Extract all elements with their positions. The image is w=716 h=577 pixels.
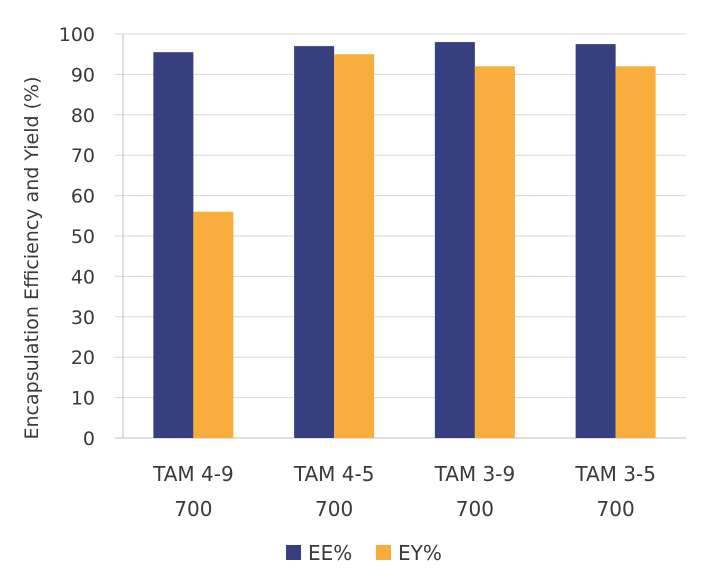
bar-ee-4	[575, 44, 616, 438]
x-tick-label: 700	[174, 497, 212, 521]
y-tick-label: 90	[71, 64, 95, 86]
x-tick-label: 700	[315, 497, 353, 521]
legend-swatch	[286, 545, 301, 560]
x-tick-label: TAM 4-9	[152, 462, 234, 486]
legend: EE% EY%	[286, 541, 442, 565]
y-tick-label: 100	[59, 24, 95, 46]
legend-label: EE%	[308, 541, 352, 565]
bar-ey-2	[334, 54, 375, 438]
bar-ee-2	[294, 46, 335, 439]
bar-ee-3	[434, 42, 475, 439]
y-tick-label: 60	[71, 186, 95, 208]
bar-ey-3	[474, 66, 515, 438]
y-tick-label: 40	[71, 266, 95, 288]
y-tick-label: 10	[71, 388, 95, 410]
x-tick-label: TAM 3-9	[434, 462, 516, 486]
y-tick-label: 20	[71, 347, 95, 369]
bar-ee-1	[153, 52, 194, 439]
x-tick-label: TAM 3-5	[574, 462, 656, 486]
x-axis-labels: TAM 4-9 700 TAM 4-5 700 TAM 3-9 700 TAM 3-5 700	[152, 462, 656, 521]
y-tick-label: 0	[83, 428, 95, 450]
y-axis-title: Encapsulation Efficiency and Yield (%)	[21, 77, 43, 440]
y-tick-label: 50	[71, 226, 95, 248]
bar-ey-4	[615, 66, 656, 438]
y-tick-label: 80	[71, 105, 95, 127]
y-tick-label: 70	[71, 145, 95, 167]
bar-ey-1	[193, 211, 234, 438]
y-tick-label: 30	[71, 307, 95, 329]
x-tick-label: 700	[456, 497, 494, 521]
y-axis-ticks: 0 10 20 30 40 50 60 70 80 90 100	[59, 24, 95, 450]
x-tick-label: 700	[597, 497, 635, 521]
x-tick-label: TAM 4-5	[293, 462, 375, 486]
legend-swatch	[376, 545, 391, 560]
bars	[153, 42, 656, 439]
legend-label: EY%	[398, 541, 442, 565]
